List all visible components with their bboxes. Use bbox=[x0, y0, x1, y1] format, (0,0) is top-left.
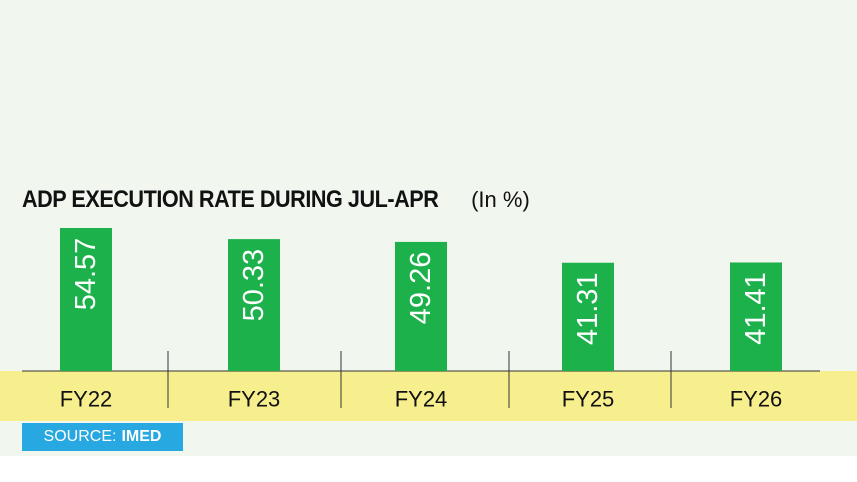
bar-fy26 bbox=[730, 262, 782, 371]
chart-header: ADP EXECUTION RATE DURING JUL-APR (In %) bbox=[22, 186, 530, 214]
bar-fy23 bbox=[228, 239, 280, 371]
chart-unit: (In %) bbox=[471, 187, 530, 212]
data-label-fy26: 41.41 bbox=[740, 272, 772, 345]
source-name: IMED bbox=[121, 428, 162, 445]
category-label-fy22: FY22 bbox=[60, 387, 113, 412]
source-badge: SOURCE: IMED bbox=[22, 423, 183, 451]
bar-fy22 bbox=[60, 228, 112, 371]
category-label-fy25: FY25 bbox=[562, 387, 615, 412]
bar-fy24 bbox=[395, 241, 447, 371]
x-axis-band bbox=[0, 371, 857, 421]
source-label: SOURCE: bbox=[43, 428, 117, 445]
category-label-fy26: FY26 bbox=[730, 387, 783, 412]
data-label-fy22: 54.57 bbox=[70, 238, 102, 311]
data-label-fy24: 49.26 bbox=[405, 252, 437, 325]
chart-title: ADP EXECUTION RATE DURING JUL-APR bbox=[22, 186, 439, 213]
data-label-fy25: 41.31 bbox=[572, 272, 604, 345]
category-label-fy24: FY24 bbox=[395, 387, 448, 412]
data-label-fy23: 50.33 bbox=[238, 249, 270, 322]
bar-fy25 bbox=[562, 262, 614, 371]
category-label-fy23: FY23 bbox=[228, 387, 281, 412]
